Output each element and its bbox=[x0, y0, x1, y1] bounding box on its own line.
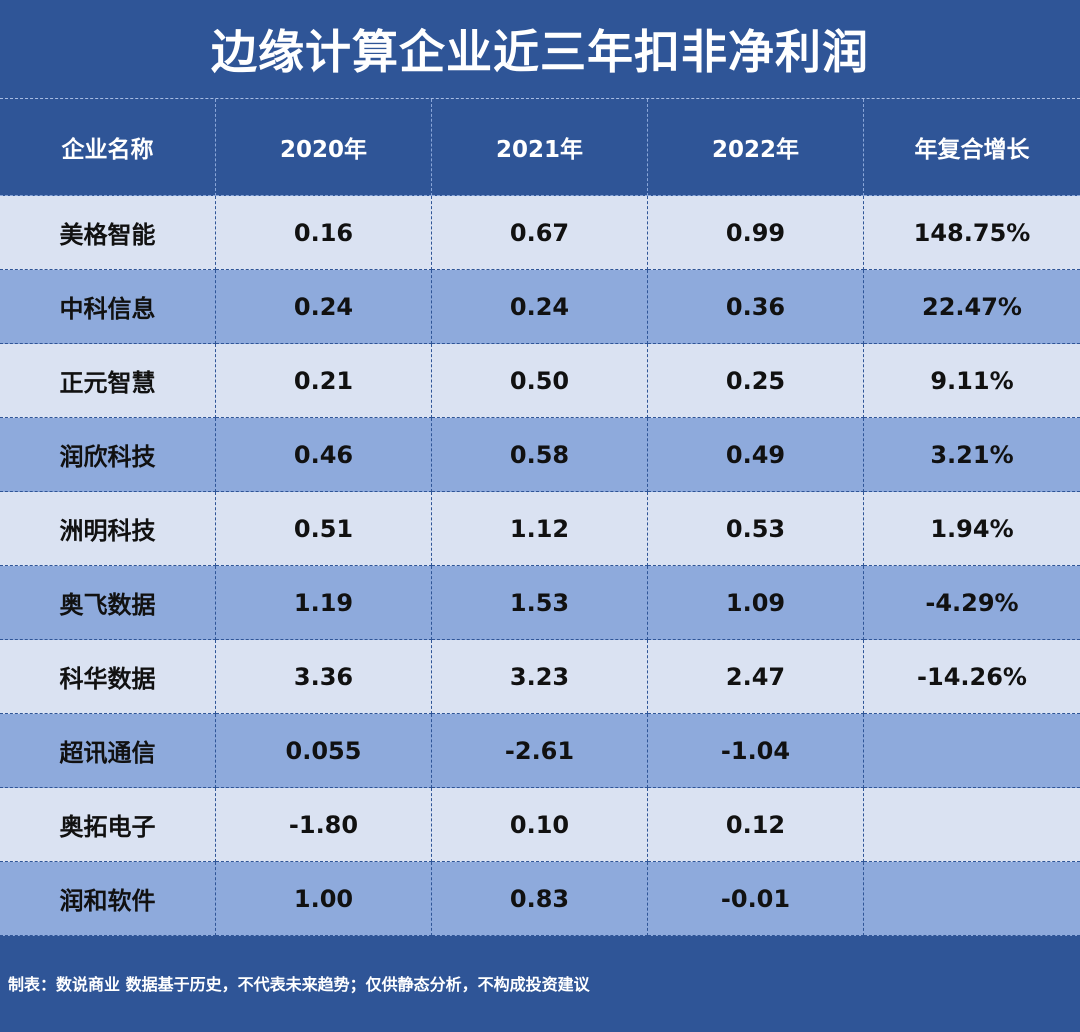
table-row: 美格智能 0.16 0.67 0.99 148.75% bbox=[0, 196, 1080, 270]
cell-y2022: 2.47 bbox=[648, 640, 864, 714]
cell-y2020: 0.46 bbox=[216, 418, 432, 492]
cell-y2021: 1.12 bbox=[432, 492, 648, 566]
cell-company: 奥拓电子 bbox=[0, 788, 216, 862]
cell-company: 润和软件 bbox=[0, 862, 216, 936]
cell-y2022: 0.99 bbox=[648, 196, 864, 270]
cell-y2021: 0.83 bbox=[432, 862, 648, 936]
cell-y2020: 0.21 bbox=[216, 344, 432, 418]
cell-cagr: -4.29% bbox=[864, 566, 1080, 640]
cell-cagr: 148.75% bbox=[864, 196, 1080, 270]
cell-y2020: 0.51 bbox=[216, 492, 432, 566]
cell-y2022: -1.04 bbox=[648, 714, 864, 788]
cell-y2021: 0.10 bbox=[432, 788, 648, 862]
cell-company: 奥飞数据 bbox=[0, 566, 216, 640]
cell-cagr bbox=[864, 862, 1080, 936]
cell-y2022: 0.53 bbox=[648, 492, 864, 566]
table-row: 奥飞数据 1.19 1.53 1.09 -4.29% bbox=[0, 566, 1080, 640]
cell-company: 超讯通信 bbox=[0, 714, 216, 788]
cell-cagr: 22.47% bbox=[864, 270, 1080, 344]
header-2022: 2022年 bbox=[648, 99, 864, 196]
profit-table: 企业名称 2020年 2021年 2022年 年复合增长 美格智能 0.16 0.6… bbox=[0, 98, 1080, 936]
cell-y2021: 0.67 bbox=[432, 196, 648, 270]
cell-y2022: 0.25 bbox=[648, 344, 864, 418]
cell-y2020: 0.055 bbox=[216, 714, 432, 788]
table-header-row: 企业名称 2020年 2021年 2022年 年复合增长 bbox=[0, 99, 1080, 196]
cell-y2021: -2.61 bbox=[432, 714, 648, 788]
cell-cagr: 1.94% bbox=[864, 492, 1080, 566]
header-2021: 2021年 bbox=[432, 99, 648, 196]
cell-y2022: 0.12 bbox=[648, 788, 864, 862]
table-row: 正元智慧 0.21 0.50 0.25 9.11% bbox=[0, 344, 1080, 418]
cell-cagr: 9.11% bbox=[864, 344, 1080, 418]
cell-y2021: 0.24 bbox=[432, 270, 648, 344]
cell-y2020: 0.24 bbox=[216, 270, 432, 344]
cell-y2020: 0.16 bbox=[216, 196, 432, 270]
cell-y2022: 0.49 bbox=[648, 418, 864, 492]
table-row: 洲明科技 0.51 1.12 0.53 1.94% bbox=[0, 492, 1080, 566]
cell-company: 洲明科技 bbox=[0, 492, 216, 566]
table-body: 美格智能 0.16 0.67 0.99 148.75% 中科信息 0.24 0.24 0.36 2… bbox=[0, 196, 1080, 936]
header-2020: 2020年 bbox=[216, 99, 432, 196]
cell-cagr bbox=[864, 788, 1080, 862]
cell-company: 美格智能 bbox=[0, 196, 216, 270]
cell-company: 中科信息 bbox=[0, 270, 216, 344]
cell-company: 科华数据 bbox=[0, 640, 216, 714]
cell-company: 润欣科技 bbox=[0, 418, 216, 492]
cell-cagr: -14.26% bbox=[864, 640, 1080, 714]
table-row: 中科信息 0.24 0.24 0.36 22.47% bbox=[0, 270, 1080, 344]
cell-y2020: 1.00 bbox=[216, 862, 432, 936]
cell-y2021: 1.53 bbox=[432, 566, 648, 640]
cell-y2022: -0.01 bbox=[648, 862, 864, 936]
cell-company: 正元智慧 bbox=[0, 344, 216, 418]
cell-y2022: 1.09 bbox=[648, 566, 864, 640]
cell-cagr bbox=[864, 714, 1080, 788]
table-row: 润和软件 1.00 0.83 -0.01 bbox=[0, 862, 1080, 936]
page-title: 边缘计算企业近三年扣非净利润 bbox=[211, 25, 869, 79]
cell-y2021: 0.58 bbox=[432, 418, 648, 492]
table-row: 超讯通信 0.055 -2.61 -1.04 bbox=[0, 714, 1080, 788]
cell-y2021: 3.23 bbox=[432, 640, 648, 714]
table-row: 科华数据 3.36 3.23 2.47 -14.26% bbox=[0, 640, 1080, 714]
cell-y2020: 3.36 bbox=[216, 640, 432, 714]
cell-cagr: 3.21% bbox=[864, 418, 1080, 492]
header-cagr: 年复合增长 bbox=[864, 99, 1080, 196]
footer-note: 制表：数说商业 数据基于历史，不代表未来趋势；仅供静态分析，不构成投资建议 bbox=[8, 975, 590, 994]
table-row: 润欣科技 0.46 0.58 0.49 3.21% bbox=[0, 418, 1080, 492]
cell-y2021: 0.50 bbox=[432, 344, 648, 418]
header-company: 企业名称 bbox=[0, 99, 216, 196]
cell-y2022: 0.36 bbox=[648, 270, 864, 344]
cell-y2020: 1.19 bbox=[216, 566, 432, 640]
table-row: 奥拓电子 -1.80 0.10 0.12 bbox=[0, 788, 1080, 862]
cell-y2020: -1.80 bbox=[216, 788, 432, 862]
